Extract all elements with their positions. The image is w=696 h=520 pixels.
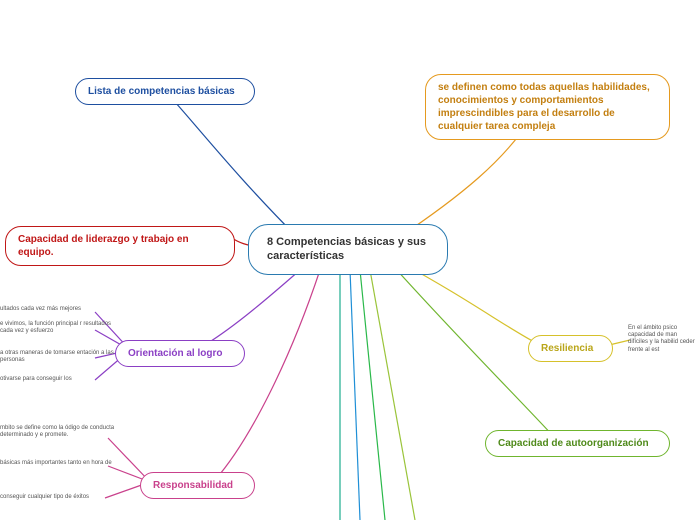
subtext-5: básicas más importantes tanto en hora de <box>0 460 112 467</box>
center-node[interactable]: 8 Competencias básicas y sus característ… <box>248 224 448 275</box>
subtext-3: otivarse para conseguir los <box>0 376 72 383</box>
node-lider[interactable]: Capacidad de liderazgo y trabajo en equi… <box>5 226 235 266</box>
node-orient[interactable]: Orientación al logro <box>115 340 245 367</box>
node-resil[interactable]: Resiliencia <box>528 335 613 362</box>
node-respon[interactable]: Responsabilidad <box>140 472 255 499</box>
subtext-2: a otras maneras de tomarse entación a la… <box>0 350 115 364</box>
subtext-4: mbito se define como la ódigo de conduct… <box>0 425 115 439</box>
node-autoorg[interactable]: Capacidad de autoorganización <box>485 430 670 457</box>
node-lista[interactable]: Lista de competencias básicas <box>75 78 255 105</box>
subtext-1: e vivimos, la función principal r result… <box>0 321 115 335</box>
subtext-7: En el ámbito psico capacidad de man difí… <box>628 325 696 354</box>
node-definen[interactable]: se definen como todas aquellas habilidad… <box>425 74 670 140</box>
subtext-6: conseguir cualquier tipo de éxitos <box>0 494 89 501</box>
subtext-0: ultados cada vez más mejores <box>0 306 81 313</box>
